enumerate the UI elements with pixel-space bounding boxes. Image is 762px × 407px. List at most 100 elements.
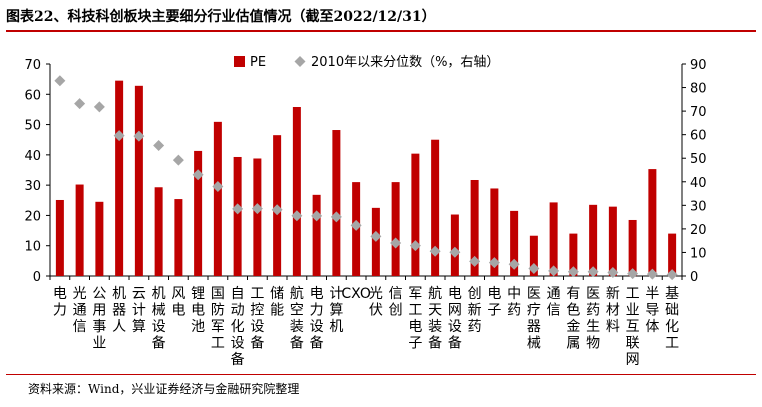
x-tick-label: 军工电子 bbox=[408, 286, 422, 352]
right-tick-label: 70 bbox=[690, 105, 707, 120]
right-tick-label: 30 bbox=[690, 199, 707, 214]
percentile-point bbox=[93, 101, 105, 113]
pe-bar bbox=[312, 194, 321, 276]
percentile-point bbox=[330, 211, 342, 223]
percentile-point bbox=[192, 169, 204, 181]
legend-percentile-label: 2010年以来分位数（%，右轴） bbox=[311, 55, 499, 70]
x-tick-label: 自动化设备 bbox=[231, 286, 245, 368]
axes: 0 10 20 30 40 50 60 70 0 10 20 30 40 50 60 70 80 90 bbox=[24, 58, 706, 285]
percentile-point bbox=[469, 255, 481, 267]
percentile-point bbox=[567, 266, 579, 278]
pe-bar bbox=[115, 80, 124, 277]
x-tick-label: 机器人 bbox=[112, 286, 126, 335]
percentile-point bbox=[271, 204, 283, 216]
pe-bar bbox=[154, 187, 163, 276]
percentile-points bbox=[54, 75, 678, 281]
pe-bar bbox=[608, 206, 617, 276]
percentile-point bbox=[74, 98, 86, 110]
percentile-point bbox=[449, 246, 461, 258]
x-tick-label: 电网设备 bbox=[448, 286, 462, 352]
percentile-point bbox=[646, 268, 658, 280]
percentile-point bbox=[627, 268, 639, 280]
x-tick-label: 云计算 bbox=[132, 286, 146, 335]
percentile-point bbox=[232, 203, 244, 215]
x-tick-label: 工业互联网 bbox=[626, 286, 640, 368]
percentile-point bbox=[488, 257, 500, 269]
legend-pe-label: PE bbox=[250, 55, 266, 70]
pe-bar bbox=[431, 139, 440, 276]
percentile-point bbox=[212, 180, 224, 192]
pe-bar bbox=[549, 202, 558, 276]
x-tick-label: 国防军工 bbox=[211, 286, 225, 352]
right-tick-label: 10 bbox=[690, 246, 707, 261]
x-tick-label: 通信 bbox=[547, 286, 561, 319]
legend-pe-swatch bbox=[234, 56, 245, 67]
pe-bar bbox=[510, 210, 519, 276]
right-tick-label: 20 bbox=[690, 223, 707, 238]
x-tick-label: 电子 bbox=[487, 286, 501, 319]
pe-bars bbox=[55, 80, 677, 277]
x-tick-label: 航空装备 bbox=[290, 286, 304, 352]
left-tick-label: 0 bbox=[33, 270, 41, 285]
pe-bar bbox=[194, 150, 203, 276]
x-tick-label: 电力 bbox=[53, 286, 67, 319]
right-tick-label: 80 bbox=[690, 82, 707, 97]
right-tick-label: 0 bbox=[690, 270, 698, 285]
x-tick-label: 锂电池 bbox=[191, 286, 205, 335]
x-tick-label: 电力设备 bbox=[310, 286, 324, 352]
percentile-point bbox=[508, 258, 520, 270]
percentile-point bbox=[54, 75, 66, 87]
pe-bar bbox=[470, 179, 479, 276]
percentile-point bbox=[666, 269, 678, 281]
right-tick-label: 90 bbox=[690, 58, 707, 73]
percentile-point bbox=[311, 210, 323, 222]
percentile-point bbox=[528, 262, 540, 274]
left-tick-label: 50 bbox=[24, 119, 41, 134]
left-tick-label: 60 bbox=[24, 88, 41, 103]
legend: PE 2010年以来分位数（%，右轴） bbox=[234, 55, 499, 70]
x-tick-label: 公用事业 bbox=[92, 286, 106, 352]
percentile-point bbox=[607, 266, 619, 278]
percentile-point bbox=[370, 230, 382, 242]
title-underline bbox=[6, 30, 756, 32]
percentile-point bbox=[172, 154, 184, 166]
left-tick-label: 20 bbox=[24, 209, 41, 224]
pe-bar bbox=[628, 219, 637, 276]
pe-bar bbox=[332, 130, 341, 276]
pe-bar bbox=[55, 199, 64, 276]
x-tick-label: 光通信 bbox=[73, 286, 87, 335]
percentile-point bbox=[251, 203, 263, 215]
percentile-point bbox=[350, 219, 362, 231]
right-tick-label: 40 bbox=[690, 176, 707, 191]
x-tick-label: 航天装备 bbox=[428, 286, 442, 352]
left-tick-label: 30 bbox=[24, 179, 41, 194]
left-tick-label: 40 bbox=[24, 149, 41, 164]
source-note: 资料来源：Wind，兴业证券经济与金融研究院整理 bbox=[28, 382, 300, 396]
percentile-point bbox=[113, 130, 125, 142]
x-tick-label: 光伏 bbox=[369, 286, 383, 319]
source-divider bbox=[6, 374, 756, 375]
pe-bar bbox=[134, 85, 143, 276]
pe-bar bbox=[411, 153, 420, 276]
x-tick-label: 创新药 bbox=[468, 286, 482, 335]
x-tick-label: CXO bbox=[341, 286, 371, 302]
pe-bar bbox=[648, 169, 657, 276]
pe-bar bbox=[95, 201, 104, 276]
pe-bar bbox=[213, 121, 222, 277]
pe-bar bbox=[174, 199, 183, 276]
x-tick-label: 新材料 bbox=[606, 286, 620, 335]
pe-bar bbox=[529, 235, 538, 276]
x-tick-label: 储能 bbox=[270, 286, 284, 319]
percentile-point bbox=[429, 245, 441, 257]
legend-percentile-marker bbox=[294, 56, 306, 67]
x-tick-label: 工控设备 bbox=[250, 286, 264, 352]
chart-title: 图表22、科技科创板块主要细分行业估值情况（截至2022/12/31） bbox=[6, 9, 436, 25]
x-tick-label: 基础化工 bbox=[665, 285, 679, 352]
pe-bar bbox=[253, 158, 262, 276]
left-tick-label: 70 bbox=[24, 58, 41, 73]
pe-bar bbox=[450, 214, 459, 276]
percentile-point bbox=[390, 237, 402, 249]
right-tick-label: 50 bbox=[690, 152, 707, 167]
pe-percentile-chart: 0 10 20 30 40 50 60 70 0 10 20 30 40 50 60 70 80 90 电力光通信… bbox=[24, 55, 706, 368]
x-tick-label: 中药 bbox=[507, 286, 521, 319]
